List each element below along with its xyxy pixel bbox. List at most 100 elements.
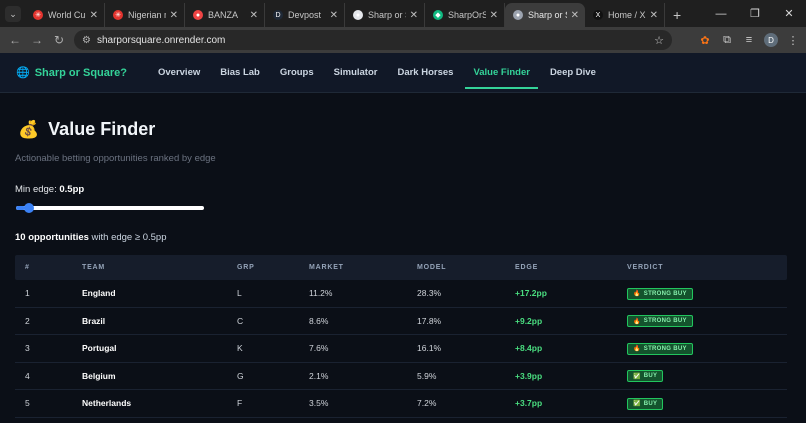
extensions-puzzle-icon[interactable]: ⧉ bbox=[723, 33, 731, 46]
nav-groups[interactable]: Groups bbox=[279, 67, 314, 78]
verdict-text: STRONG BUY bbox=[643, 318, 687, 324]
table-row[interactable]: 1 England L 11.2% 28.3% +17.2pp 🔥 STRONG BUY bbox=[15, 280, 787, 308]
table-body: 1 England L 11.2% 28.3% +17.2pp 🔥 STRONG BUY 2 Br… bbox=[15, 280, 787, 418]
browser-tab[interactable]: ✳ World Cup✕ bbox=[25, 3, 105, 27]
nav-value-finder[interactable]: Value Finder bbox=[463, 53, 540, 93]
row-team: Belgium bbox=[82, 370, 116, 381]
slider-fill bbox=[16, 206, 26, 210]
header-market[interactable]: MARKET bbox=[309, 264, 344, 271]
address-bar[interactable]: ⚙ sharporsquare.onrender.com ☆ bbox=[74, 30, 672, 50]
media-control-icon[interactable]: ≡ bbox=[745, 34, 753, 46]
nav-simulator[interactable]: Simulator bbox=[333, 67, 378, 78]
value-finder-page: 💰 Value Finder Actionable betting opport… bbox=[0, 93, 806, 423]
row-team: England bbox=[82, 288, 116, 299]
nav-overview[interactable]: Overview bbox=[158, 67, 201, 78]
header-team[interactable]: TEAM bbox=[82, 264, 106, 271]
row-market: 3.5% bbox=[309, 398, 329, 409]
site-icon: ● bbox=[353, 10, 363, 20]
browser-tab[interactable]: ◆ SharpOrSc✕ bbox=[425, 3, 505, 27]
tab-close-icon[interactable]: ✕ bbox=[329, 9, 338, 21]
money-bag-icon: 💰 bbox=[18, 119, 40, 139]
media-icon: ● bbox=[193, 10, 203, 20]
nav-deep-dive[interactable]: Deep Dive bbox=[549, 67, 596, 78]
row-rank: 4 bbox=[25, 370, 30, 381]
browser-tab[interactable]: ✳ Nigerian n ✕ bbox=[105, 3, 185, 27]
tab-close-icon[interactable]: ✕ bbox=[570, 9, 579, 21]
min-edge-caption: Min edge: bbox=[15, 184, 57, 195]
table-row[interactable]: 2 Brazil C 8.6% 17.8% +9.2pp 🔥 STRONG BUY bbox=[15, 308, 787, 335]
tab-close-icon[interactable]: ✕ bbox=[489, 9, 498, 21]
browser-tab[interactable]: ● Sharp or S✕ bbox=[505, 3, 585, 27]
row-model: 28.3% bbox=[417, 288, 442, 299]
render-icon: ◆ bbox=[433, 10, 443, 20]
browser-tab[interactable]: ● Sharp or S✕ bbox=[345, 3, 425, 27]
nav-bias-lab[interactable]: Bias Lab bbox=[220, 67, 260, 78]
row-verdict: 🔥 STRONG BUY bbox=[627, 342, 787, 355]
opportunity-count-number: 10 opportunities bbox=[15, 232, 89, 243]
row-rank: 2 bbox=[25, 315, 30, 326]
back-icon[interactable]: ← bbox=[9, 33, 21, 47]
tab-title: Devpost bbox=[288, 10, 322, 20]
tab-close-icon[interactable]: ✕ bbox=[249, 9, 258, 21]
nav-dark-horses[interactable]: Dark Horses bbox=[397, 67, 454, 78]
verdict-text: STRONG BUY bbox=[643, 290, 687, 297]
bookmark-star-icon[interactable]: ☆ bbox=[654, 34, 664, 47]
min-edge-value: 0.5pp bbox=[59, 184, 85, 195]
menu-dots-icon[interactable]: ⋮ bbox=[787, 34, 799, 47]
row-group: C bbox=[237, 315, 244, 326]
maximize-icon[interactable]: ❐ bbox=[750, 8, 760, 20]
close-window-icon[interactable]: ✕ bbox=[784, 8, 794, 20]
reload-icon[interactable]: ↻ bbox=[53, 33, 65, 47]
forward-icon[interactable]: → bbox=[31, 33, 43, 47]
verdict-badge: ✅ BUY bbox=[627, 397, 664, 410]
minimize-icon[interactable]: — bbox=[715, 7, 727, 20]
header-rank[interactable]: # bbox=[25, 264, 30, 271]
table-header: # TEAM GRP MARKET MODEL EDGE VERDICT bbox=[15, 255, 787, 280]
verdict-badge: 🔥 STRONG BUY bbox=[627, 287, 693, 300]
slider-thumb[interactable] bbox=[24, 203, 35, 213]
verdict-text: BUY bbox=[643, 400, 658, 407]
verdict-text: STRONG BUY bbox=[643, 345, 687, 352]
opportunity-count-text: with edge ≥ 0.5pp bbox=[88, 232, 167, 243]
row-model: 17.8% bbox=[417, 315, 442, 326]
row-market: 7.6% bbox=[309, 343, 329, 354]
browser-tab[interactable]: X Home / X ✕ bbox=[585, 3, 665, 27]
tm-icon: ✳ bbox=[113, 10, 123, 20]
tab-search-icon[interactable]: ⌄ bbox=[5, 6, 21, 22]
verdict-badge: 🔥 STRONG BUY bbox=[627, 342, 693, 355]
tab-close-icon[interactable]: ✕ bbox=[89, 9, 98, 21]
slider-track[interactable] bbox=[16, 206, 204, 210]
opportunities-table: # TEAM GRP MARKET MODEL EDGE VERDICT 1 En… bbox=[15, 255, 787, 418]
browser-tab[interactable]: D Devpost ✕ bbox=[265, 3, 345, 27]
header-verdict[interactable]: VERDICT bbox=[627, 264, 664, 271]
verdict-text: BUY bbox=[643, 373, 658, 379]
site-info-icon[interactable]: ⚙ bbox=[82, 34, 91, 46]
row-group: K bbox=[237, 343, 243, 354]
tab-title: World Cup bbox=[48, 10, 86, 20]
row-team: Brazil bbox=[82, 315, 106, 326]
new-tab-icon[interactable]: + bbox=[673, 7, 682, 23]
header-edge[interactable]: EDGE bbox=[515, 264, 539, 271]
opportunity-count: 10 opportunities with edge ≥ 0.5pp bbox=[15, 232, 166, 243]
row-verdict: 🔥 STRONG BUY bbox=[627, 315, 787, 327]
tab-title: Home / X bbox=[608, 10, 646, 20]
header-grp[interactable]: GRP bbox=[237, 264, 255, 271]
toolbar-actions: ✿ ⧉ ≡ D ⋮ bbox=[698, 27, 800, 53]
row-edge: +3.7pp bbox=[515, 398, 543, 409]
browser-tab[interactable]: ● BANZA ✕ bbox=[185, 3, 265, 27]
extension-icon[interactable]: ✿ bbox=[700, 34, 710, 47]
header-model[interactable]: MODEL bbox=[417, 264, 447, 271]
tab-close-icon[interactable]: ✕ bbox=[409, 9, 418, 21]
brand-logo[interactable]: 🌐 Sharp or Square? bbox=[16, 66, 148, 80]
min-edge-slider[interactable] bbox=[16, 203, 204, 213]
table-row[interactable]: 3 Portugal K 7.6% 16.1% +8.4pp 🔥 STRONG BUY bbox=[15, 335, 787, 363]
tm-icon: ✳ bbox=[33, 10, 43, 20]
table-row[interactable]: 5 Netherlands F 3.5% 7.2% +3.7pp ✅ BUY bbox=[15, 390, 787, 418]
tab-close-icon[interactable]: ✕ bbox=[169, 9, 178, 21]
profile-avatar[interactable]: D bbox=[764, 33, 778, 47]
table-row[interactable]: 4 Belgium G 2.1% 5.9% +3.9pp ✅ BUY bbox=[15, 363, 787, 390]
tab-close-icon[interactable]: ✕ bbox=[649, 9, 658, 21]
globe-icon: 🌐 bbox=[16, 67, 30, 79]
window-controls: — ❐ ✕ bbox=[704, 0, 806, 27]
row-rank: 5 bbox=[25, 398, 30, 409]
